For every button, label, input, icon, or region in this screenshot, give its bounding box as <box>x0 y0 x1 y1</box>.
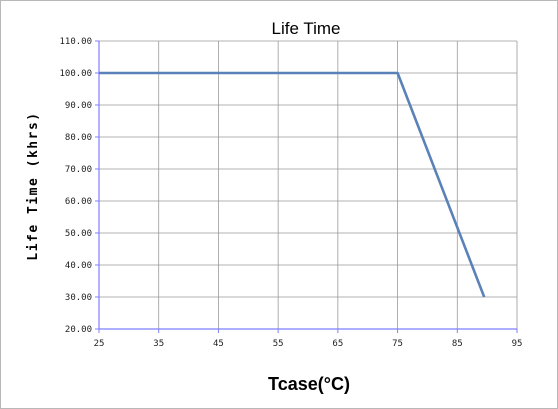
x-tick-label: 65 <box>332 339 343 349</box>
y-tick-label: 60.00 <box>65 197 92 207</box>
y-tick-label: 90.00 <box>65 101 92 111</box>
y-tick-label: 30.00 <box>65 293 92 303</box>
x-tick-label: 95 <box>512 339 523 349</box>
y-tick-label: 80.00 <box>65 133 92 143</box>
x-tick-label: 75 <box>392 339 403 349</box>
x-tick-label: 55 <box>273 339 284 349</box>
x-tick-label: 25 <box>94 339 105 349</box>
x-tick-label: 45 <box>213 339 224 349</box>
y-tick-label: 100.00 <box>59 69 92 79</box>
y-tick-label: 110.00 <box>59 37 92 47</box>
y-tick-label: 20.00 <box>65 325 92 335</box>
y-axis-label: Life Time (khrs) <box>26 111 41 260</box>
x-tick-label: 85 <box>452 339 463 349</box>
x-tick-label: 35 <box>153 339 164 349</box>
series-group <box>99 71 486 298</box>
y-tick-label: 50.00 <box>65 229 92 239</box>
chart-title: Life Time <box>272 19 341 38</box>
grid-lines <box>99 40 518 329</box>
series-line <box>99 71 486 298</box>
x-axis-label: Tcase(°C) <box>268 374 350 394</box>
y-tick-label: 40.00 <box>65 261 92 271</box>
y-tick-label: 70.00 <box>65 165 92 175</box>
axes <box>95 40 518 333</box>
x-tick-labels: 25 35 45 55 65 75 85 95 <box>94 339 523 349</box>
y-tick-labels: 110.00 100.00 90.00 80.00 70.00 60.00 50.00 40.… <box>59 37 92 335</box>
